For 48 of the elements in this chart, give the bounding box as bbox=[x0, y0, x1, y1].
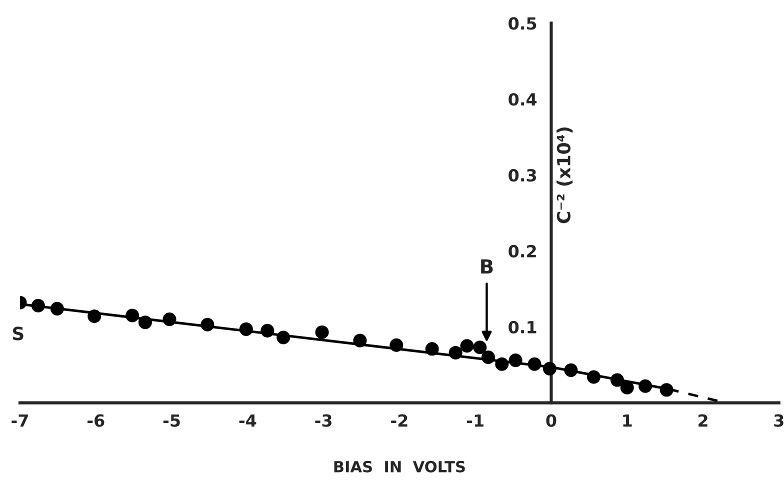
point bbox=[564, 363, 578, 377]
point bbox=[660, 383, 674, 397]
point bbox=[126, 308, 140, 322]
x-tick-label: 2 bbox=[698, 414, 708, 427]
point bbox=[542, 362, 556, 376]
point bbox=[620, 380, 634, 394]
point bbox=[315, 325, 329, 339]
annotation: S bbox=[12, 326, 24, 340]
point bbox=[260, 324, 274, 338]
x-tick-label: 3 bbox=[774, 414, 784, 427]
point bbox=[481, 350, 496, 364]
y-tick-label: 0.3 bbox=[508, 169, 536, 182]
point bbox=[390, 338, 404, 352]
point bbox=[508, 354, 522, 368]
x-tick-label: -7 bbox=[12, 414, 28, 427]
point bbox=[162, 312, 176, 326]
point bbox=[460, 339, 474, 353]
x-tick-label: -5 bbox=[163, 414, 180, 427]
x-tick-label: -6 bbox=[88, 414, 104, 427]
x-tick-label: 0 bbox=[546, 414, 556, 427]
point bbox=[88, 309, 102, 324]
point bbox=[448, 346, 462, 360]
x-tick-label: -3 bbox=[315, 414, 332, 427]
y-tick-label: 0.1 bbox=[508, 320, 536, 334]
point bbox=[239, 322, 253, 336]
y-tick-label: 0.5 bbox=[508, 17, 536, 30]
point bbox=[138, 316, 152, 330]
point bbox=[353, 334, 367, 348]
x-axis-title: BIAS IN VOLTS bbox=[334, 460, 465, 472]
point bbox=[638, 379, 652, 393]
point bbox=[200, 318, 214, 332]
point bbox=[473, 340, 487, 354]
x-tick-label: -4 bbox=[239, 414, 256, 427]
point bbox=[610, 373, 624, 387]
x-tick-label: 1 bbox=[623, 414, 632, 427]
x-tick-label: -1 bbox=[466, 414, 484, 427]
y-tick-label: 0.2 bbox=[508, 244, 536, 258]
point bbox=[495, 357, 509, 371]
point bbox=[586, 370, 600, 384]
point bbox=[276, 330, 290, 344]
y-axis-title: C⁻² (x10⁴) bbox=[556, 128, 573, 224]
point bbox=[50, 302, 64, 316]
x-tick-label: -2 bbox=[391, 414, 408, 427]
point bbox=[31, 298, 45, 312]
annotation: B bbox=[481, 259, 493, 274]
point bbox=[528, 357, 542, 371]
y-tick-label: 0.4 bbox=[508, 93, 537, 106]
point bbox=[425, 342, 439, 356]
